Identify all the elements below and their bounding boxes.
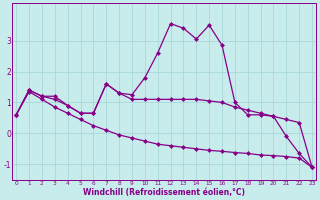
X-axis label: Windchill (Refroidissement éolien,°C): Windchill (Refroidissement éolien,°C) bbox=[83, 188, 245, 197]
